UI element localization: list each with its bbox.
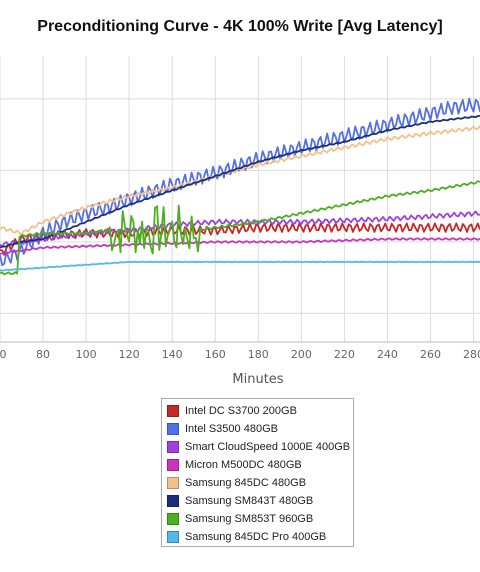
legend-label: Intel DC S3700 200GB [185, 405, 297, 417]
legend-label: Samsung 845DC 480GB [185, 477, 307, 489]
series-line-1 [0, 222, 480, 256]
x-tick-label: 220 [334, 348, 355, 361]
x-tick-label: 140 [162, 348, 183, 361]
legend-swatch [167, 513, 179, 525]
legend-item: Smart CloudSpeed 1000E 400GB [167, 438, 353, 456]
legend-swatch [167, 423, 179, 435]
x-tick-label: 160 [205, 348, 226, 361]
series-line-2 [0, 97, 480, 267]
legend-label: Samsung 845DC Pro 400GB [185, 531, 327, 543]
chart-title: Preconditioning Curve - 4K 100% Write [A… [37, 18, 443, 35]
legend-swatch [167, 405, 179, 417]
legend-swatch [167, 531, 179, 543]
legend-item: Samsung SM843T 480GB [167, 492, 353, 510]
x-axis-label: Minutes [232, 372, 283, 387]
chart-legend: Intel DC S3700 200GB Intel S3500 480GB Sma… [161, 398, 354, 547]
series-line-6 [0, 114, 480, 249]
x-tick-label: 100 [76, 348, 97, 361]
legend-swatch [167, 495, 179, 507]
legend-item: Micron M500DC 480GB [167, 456, 353, 474]
series-line-5 [0, 125, 480, 236]
legend-swatch [167, 441, 179, 453]
x-tick-label: 280 [463, 348, 480, 361]
x-tick-label: 260 [420, 348, 441, 361]
line-chart: 0 80 100 120 140 160 180 200 220 240 260 280 Minutes [0, 56, 480, 387]
legend-label: Samsung SM843T 480GB [185, 495, 314, 507]
x-tick-label: 120 [119, 348, 140, 361]
legend-item: Samsung SM853T 960GB [167, 510, 353, 528]
legend-label: Samsung SM853T 960GB [185, 513, 314, 525]
legend-label: Intel S3500 480GB [185, 423, 278, 435]
x-tick-label: 0 [0, 348, 7, 361]
x-tick-label: 180 [248, 348, 269, 361]
x-tick-label: 200 [291, 348, 312, 361]
legend-swatch [167, 459, 179, 471]
legend-item: Samsung 845DC 480GB [167, 474, 353, 492]
series-line-3 [0, 210, 480, 248]
x-tick-label: 240 [377, 348, 398, 361]
series-line-8 [0, 260, 480, 272]
series-line-4 [0, 237, 480, 255]
legend-item: Samsung 845DC Pro 400GB [167, 528, 353, 546]
legend-swatch [167, 477, 179, 489]
legend-item: Intel S3500 480GB [167, 420, 353, 438]
legend-label: Micron M500DC 480GB [185, 459, 302, 471]
legend-label: Smart CloudSpeed 1000E 400GB [185, 441, 351, 453]
series-line-7 [0, 180, 480, 276]
x-tick-label: 80 [36, 348, 50, 361]
legend-item: Intel DC S3700 200GB [167, 402, 353, 420]
